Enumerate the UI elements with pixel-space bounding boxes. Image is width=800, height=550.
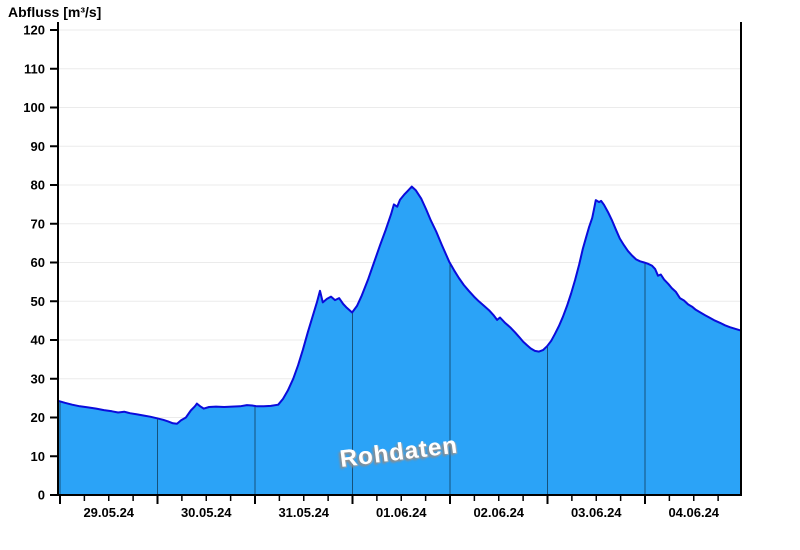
y-tick-label: 30: [31, 371, 45, 386]
y-tick-label: 60: [31, 255, 45, 270]
x-tick-label: 02.06.24: [473, 505, 524, 520]
discharge-curve: [57, 185, 742, 425]
y-tick-label: 40: [31, 333, 45, 348]
x-tick-label: 03.06.24: [571, 505, 622, 520]
y-tick-label: 110: [24, 61, 45, 76]
x-tick-label: 01.06.24: [376, 505, 427, 520]
y-tick-label: 100: [23, 100, 45, 115]
y-tick-label: 120: [23, 23, 45, 38]
x-tick-label: 31.05.24: [278, 505, 329, 520]
y-tick-label: 90: [31, 139, 45, 154]
y-tick-label: 20: [31, 410, 45, 425]
y-tick-label: 10: [31, 449, 45, 464]
y-tick-label: 70: [31, 216, 45, 231]
y-tick-label: 50: [31, 294, 45, 309]
y-tick-label: 80: [31, 178, 45, 193]
x-tick-label: 30.05.24: [181, 505, 232, 520]
x-tick-label: 04.06.24: [668, 505, 719, 520]
y-axis-title: Abfluss [m³/s]: [8, 4, 102, 20]
x-tick-label: 29.05.24: [83, 505, 134, 520]
discharge-area-fill: [58, 186, 741, 495]
y-tick-label: 0: [38, 488, 45, 503]
